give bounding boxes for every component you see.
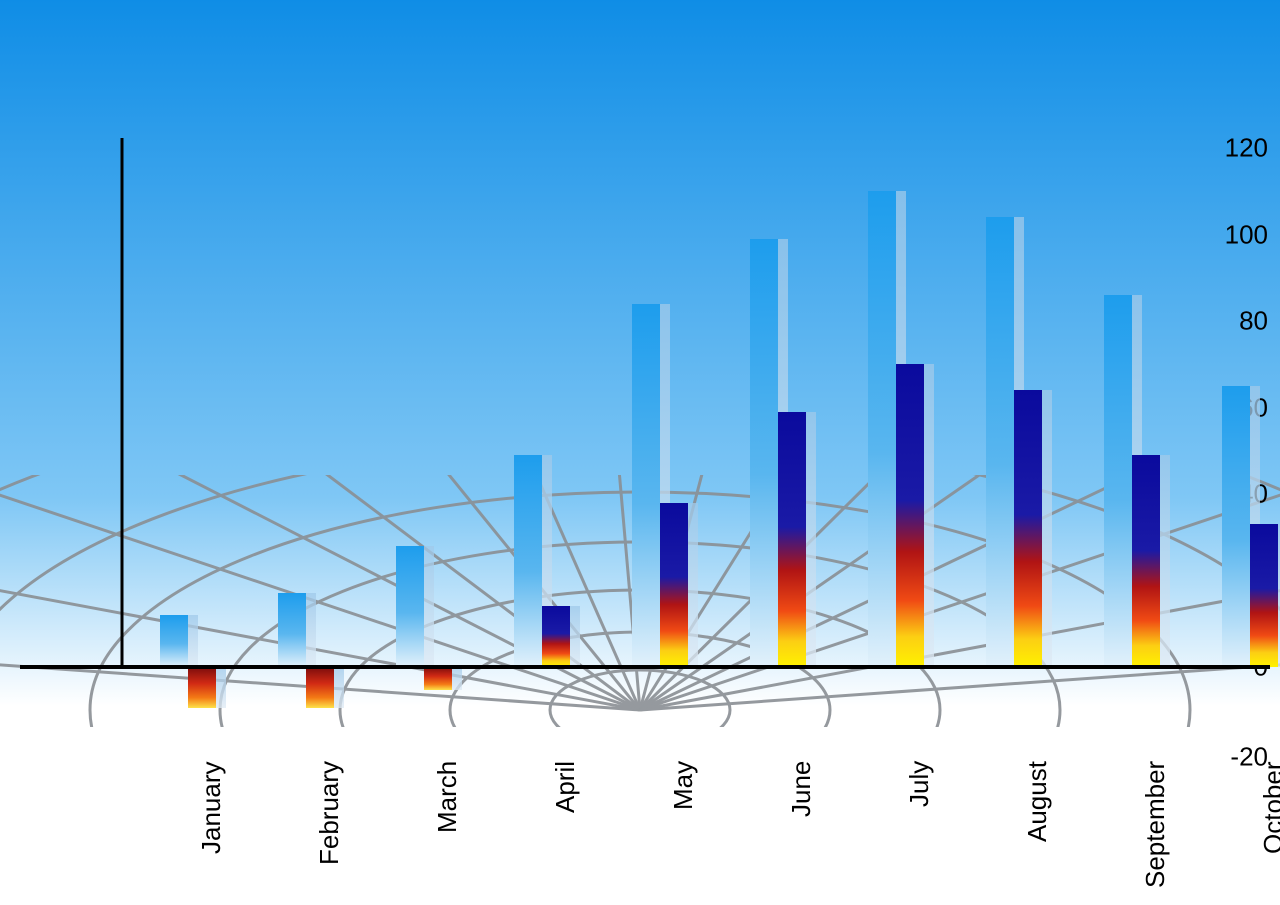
x-category-label: September [1140,761,1171,888]
x-category-label: January [196,762,227,855]
y-tick-label: 60 [1156,392,1280,423]
bar-series-b [542,606,570,667]
bar-series-b [660,503,688,667]
bar-series-a [160,615,188,667]
chart-stage: -20020406080100120 JanuaryFebruaryMarchA… [0,0,1280,905]
bar-series-a [750,239,778,667]
bar-series-a [986,217,1014,667]
bar-series-a [868,191,896,667]
x-category-label: May [668,761,699,810]
bar-series-b [1250,524,1278,667]
bar-series-a [278,593,306,667]
y-tick-label: 100 [1156,219,1280,250]
bar-series-b [896,364,924,667]
bar-series-b [306,667,334,708]
x-category-label: June [786,761,817,817]
x-category-label: August [1022,761,1053,842]
bar-series-b [424,667,452,690]
x-category-label: October [1258,762,1280,855]
bar-series-a [1104,295,1132,667]
bar-series-b [1132,455,1160,667]
x-category-label: April [550,761,581,813]
bar-series-b [188,667,216,708]
y-tick-label: 40 [1156,479,1280,510]
bar-series-a [1222,386,1250,667]
bar-series-b [1014,390,1042,667]
y-tick-label: 80 [1156,306,1280,337]
bar-series-b [778,412,806,667]
bar-series-a [632,304,660,667]
x-category-label: July [904,761,935,807]
x-category-label: March [432,761,463,833]
x-category-label: February [314,761,345,865]
y-tick-label: 120 [1156,133,1280,164]
bar-series-a [396,546,424,667]
bar-series-a [514,455,542,667]
